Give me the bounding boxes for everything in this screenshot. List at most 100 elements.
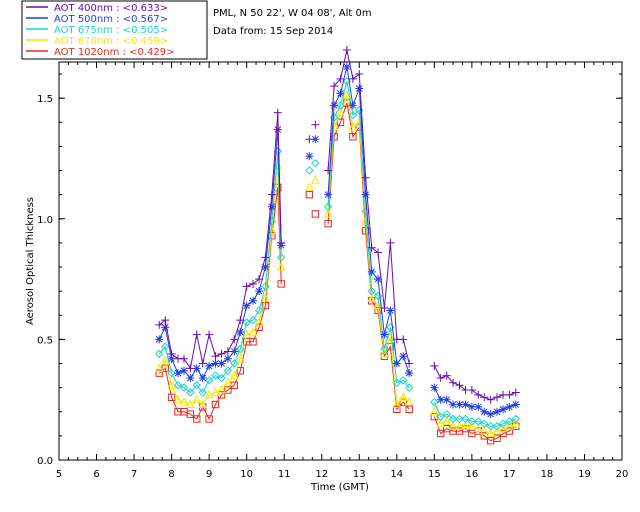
data-point [198, 373, 207, 382]
data-point [380, 344, 389, 354]
data-point [161, 342, 170, 351]
data-point [179, 383, 189, 392]
data-point [355, 84, 364, 93]
data-point [186, 373, 195, 382]
data-point [160, 355, 170, 365]
data-point [311, 175, 320, 184]
data-point [499, 405, 508, 414]
data-point [392, 378, 402, 388]
data-point [361, 173, 370, 182]
series-4 [155, 99, 520, 445]
data-point [186, 364, 195, 373]
data-point [236, 367, 244, 375]
data-point [348, 74, 357, 83]
data-point [373, 291, 383, 301]
series-1 [155, 62, 520, 419]
data-point [367, 267, 376, 276]
data-point [511, 400, 520, 409]
data-point [348, 122, 358, 131]
data-point [193, 415, 201, 423]
data-point [161, 323, 170, 332]
x-tick-label: 17 [503, 469, 516, 480]
data-point [242, 301, 251, 310]
series-line [158, 187, 282, 421]
data-point [393, 405, 401, 414]
data-point [230, 359, 239, 368]
series-layer [154, 45, 521, 445]
data-point [448, 414, 458, 424]
data-point [305, 135, 314, 144]
data-point [386, 331, 395, 341]
data-point [154, 363, 164, 372]
series-3 [154, 90, 521, 437]
data-point [223, 366, 233, 375]
data-point [449, 400, 458, 409]
data-point [229, 370, 239, 380]
data-point [249, 279, 258, 288]
data-point [311, 159, 320, 168]
data-point [223, 377, 233, 387]
legend-label: AOT 675nm : <0.505> [54, 25, 168, 36]
x-axis-label: Time (GMT) [310, 482, 369, 493]
series-line [158, 112, 282, 370]
series-2 [155, 77, 520, 431]
series-line [158, 129, 282, 380]
x-tick-label: 12 [315, 469, 328, 480]
data-point [374, 248, 383, 257]
series-line [433, 401, 516, 427]
x-tick-label: 13 [353, 469, 366, 480]
data-point [461, 421, 470, 430]
data-point [311, 210, 320, 218]
data-point [223, 347, 232, 356]
data-point [254, 306, 264, 315]
data-point [511, 414, 520, 424]
data-point [173, 369, 182, 378]
data-point [436, 373, 445, 382]
data-point [430, 361, 439, 370]
data-point [255, 275, 264, 284]
data-point [205, 330, 214, 339]
data-point [336, 89, 345, 98]
data-point [249, 338, 257, 346]
data-point [242, 282, 251, 291]
data-point [267, 225, 277, 235]
data-point [486, 410, 495, 419]
data-point [480, 393, 489, 402]
data-point [261, 282, 270, 291]
data-point [492, 425, 502, 435]
data-point [374, 275, 383, 284]
data-point [179, 354, 188, 363]
data-point [192, 381, 201, 390]
data-point [455, 421, 464, 430]
data-point [167, 354, 176, 363]
series-line [327, 49, 410, 364]
data-point [192, 394, 202, 404]
x-tick-label: 16 [465, 469, 478, 480]
data-point [442, 409, 451, 419]
x-tick-label: 10 [240, 469, 253, 480]
data-point [380, 348, 389, 358]
data-point [230, 347, 239, 356]
data-point [330, 101, 339, 110]
data-point [324, 219, 332, 228]
data-point [442, 371, 451, 380]
data-point [342, 45, 351, 54]
data-point [242, 329, 251, 339]
data-point [486, 395, 495, 404]
x-tick-label: 6 [93, 469, 99, 480]
data-point [305, 190, 314, 199]
series-line [433, 411, 516, 435]
data-point [492, 422, 502, 431]
data-point [179, 396, 189, 406]
data-point [198, 388, 207, 397]
data-point [498, 419, 508, 429]
data-point [261, 293, 270, 302]
data-point [336, 74, 345, 83]
data-point [198, 359, 207, 368]
data-point [167, 349, 176, 358]
y-tick-label: 0.5 [37, 335, 53, 346]
y-tick-label: 1.0 [37, 215, 53, 226]
data-point [474, 417, 483, 426]
data-point [267, 190, 276, 199]
data-point [442, 416, 452, 425]
